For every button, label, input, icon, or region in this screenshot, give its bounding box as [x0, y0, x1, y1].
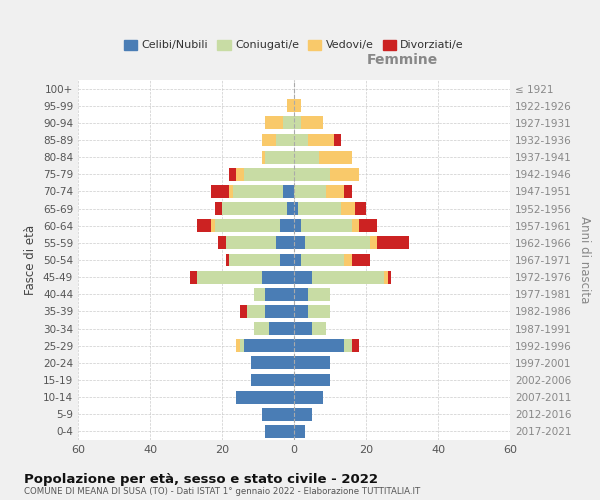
Bar — [384, 270, 388, 283]
Bar — [352, 340, 359, 352]
Bar — [276, 134, 294, 146]
Bar — [215, 220, 280, 232]
Bar — [236, 390, 294, 404]
Bar — [355, 202, 366, 215]
Bar — [294, 408, 312, 420]
Bar — [229, 254, 280, 266]
Bar — [344, 185, 352, 198]
Bar — [280, 220, 294, 232]
Bar — [294, 168, 330, 180]
Bar — [305, 236, 370, 250]
Y-axis label: Fasce di età: Fasce di età — [25, 225, 37, 295]
Bar — [262, 134, 276, 146]
Bar — [254, 322, 269, 335]
Bar — [308, 134, 334, 146]
Bar — [211, 185, 229, 198]
Bar — [294, 254, 301, 266]
Bar — [283, 116, 294, 130]
Bar — [298, 202, 341, 215]
Bar — [294, 202, 298, 215]
Bar — [251, 356, 294, 370]
Legend: Celibi/Nubili, Coniugati/e, Vedovi/e, Divorziati/e: Celibi/Nubili, Coniugati/e, Vedovi/e, Di… — [119, 35, 469, 55]
Bar — [294, 220, 301, 232]
Bar — [265, 116, 283, 130]
Bar — [229, 185, 233, 198]
Bar — [294, 116, 301, 130]
Bar — [229, 168, 236, 180]
Bar — [294, 322, 312, 335]
Bar — [352, 254, 370, 266]
Bar — [215, 202, 222, 215]
Bar — [226, 254, 229, 266]
Bar — [233, 185, 283, 198]
Bar — [341, 202, 355, 215]
Bar — [211, 220, 215, 232]
Bar — [269, 322, 294, 335]
Bar — [276, 236, 294, 250]
Bar — [326, 185, 344, 198]
Y-axis label: Anni di nascita: Anni di nascita — [578, 216, 591, 304]
Bar — [312, 322, 326, 335]
Bar — [244, 168, 294, 180]
Text: COMUNE DI MEANA DI SUSA (TO) - Dati ISTAT 1° gennaio 2022 - Elaborazione TUTTITA: COMUNE DI MEANA DI SUSA (TO) - Dati ISTA… — [24, 488, 420, 496]
Bar — [334, 134, 341, 146]
Text: Popolazione per età, sesso e stato civile - 2022: Popolazione per età, sesso e stato civil… — [24, 472, 378, 486]
Bar — [262, 270, 294, 283]
Bar — [377, 236, 409, 250]
Bar — [240, 340, 244, 352]
Bar — [294, 390, 323, 404]
Bar — [359, 220, 377, 232]
Bar — [287, 202, 294, 215]
Bar — [218, 236, 226, 250]
Bar — [240, 305, 247, 318]
Bar — [308, 288, 330, 300]
Bar — [236, 168, 244, 180]
Bar — [352, 220, 359, 232]
Bar — [294, 150, 319, 164]
Bar — [388, 270, 391, 283]
Bar — [262, 408, 294, 420]
Bar — [190, 270, 197, 283]
Bar — [244, 340, 294, 352]
Bar — [370, 236, 377, 250]
Bar — [226, 236, 276, 250]
Bar — [262, 150, 265, 164]
Bar — [294, 425, 305, 438]
Bar — [236, 340, 240, 352]
Bar — [247, 305, 265, 318]
Bar — [344, 254, 352, 266]
Bar — [287, 100, 294, 112]
Bar — [265, 305, 294, 318]
Bar — [294, 134, 308, 146]
Bar — [294, 340, 344, 352]
Bar — [294, 270, 312, 283]
Bar — [294, 374, 330, 386]
Bar — [265, 425, 294, 438]
Bar — [294, 236, 305, 250]
Bar — [222, 202, 287, 215]
Bar — [280, 254, 294, 266]
Bar — [294, 185, 326, 198]
Bar — [308, 305, 330, 318]
Bar — [330, 168, 359, 180]
Bar — [344, 340, 352, 352]
Bar — [294, 305, 308, 318]
Bar — [294, 288, 308, 300]
Bar — [294, 100, 301, 112]
Bar — [265, 150, 294, 164]
Bar — [283, 185, 294, 198]
Bar — [301, 116, 323, 130]
Text: Femmine: Femmine — [367, 54, 437, 68]
Bar — [197, 270, 262, 283]
Bar — [301, 220, 352, 232]
Bar — [254, 288, 265, 300]
Bar — [251, 374, 294, 386]
Bar — [301, 254, 344, 266]
Bar — [294, 356, 330, 370]
Bar — [319, 150, 352, 164]
Bar — [265, 288, 294, 300]
Bar — [312, 270, 384, 283]
Bar — [197, 220, 211, 232]
